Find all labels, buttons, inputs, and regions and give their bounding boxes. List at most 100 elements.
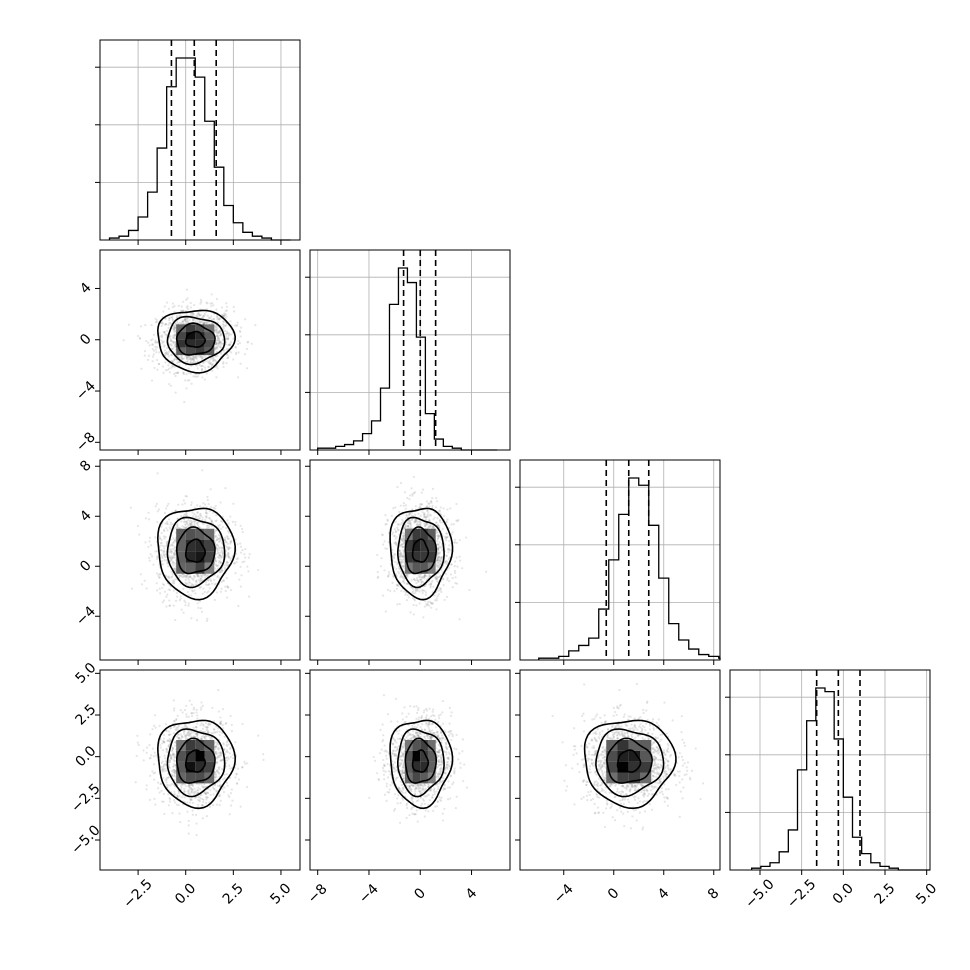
scatter-point: [385, 523, 388, 526]
scatter-point: [163, 331, 166, 334]
scatter-point: [225, 562, 228, 565]
scatter-point: [207, 526, 210, 529]
scatter-point: [154, 536, 157, 539]
scatter-point: [215, 328, 218, 331]
scatter-point: [221, 313, 224, 317]
scatter-point: [163, 305, 166, 308]
scatter-point: [229, 546, 232, 549]
scatter-point: [136, 741, 139, 744]
scatter-point: [187, 584, 190, 587]
scatter-point: [409, 611, 412, 614]
scatter-point: [168, 335, 171, 338]
scatter-point: [171, 306, 174, 309]
scatter-point: [437, 547, 440, 551]
scatter-point: [198, 321, 201, 324]
scatter-point: [244, 556, 247, 559]
scatter-point: [394, 553, 397, 556]
scatter-point: [215, 535, 218, 538]
scatter-point: [412, 603, 415, 607]
scatter-point: [170, 757, 173, 760]
scatter-point: [205, 796, 208, 799]
scatter-point: [438, 518, 442, 522]
scatter-point: [437, 535, 440, 538]
scatter-point: [200, 357, 204, 360]
scatter-point: [167, 577, 171, 580]
scatter-point: [207, 590, 210, 593]
scatter-point: [202, 322, 205, 325]
scatter-point: [241, 549, 244, 552]
scatter-point: [450, 563, 453, 566]
scatter-point: [398, 602, 401, 606]
scatter-point: [436, 554, 439, 557]
scatter-point: [171, 318, 174, 321]
scatter-point: [390, 514, 393, 517]
scatter-point: [157, 574, 160, 577]
scatter-point: [401, 560, 404, 563]
scatter-point: [158, 535, 161, 538]
scatter-point: [202, 356, 205, 359]
scatter-point: [438, 555, 441, 559]
scatter-point: [421, 591, 424, 595]
scatter-point: [429, 523, 432, 526]
scatter-point: [205, 726, 208, 729]
scatter-point: [163, 559, 166, 562]
scatter-point: [431, 524, 434, 528]
scatter-point: [393, 552, 396, 556]
scatter-point: [226, 542, 229, 545]
scatter-point: [456, 565, 459, 568]
scatter-point: [227, 537, 230, 541]
scatter-point: [169, 521, 172, 524]
scatter-point: [174, 618, 177, 622]
scatter-point: [212, 360, 215, 363]
scatter-point: [225, 553, 228, 557]
scatter-point: [214, 582, 217, 585]
scatter-point: [215, 328, 218, 331]
scatter-point: [181, 525, 184, 528]
scatter-point: [406, 582, 409, 585]
scatter-point: [215, 342, 219, 345]
scatter-point: [413, 492, 416, 495]
scatter-point: [205, 791, 208, 794]
scatter-point: [170, 543, 173, 546]
scatter-point: [164, 553, 167, 556]
scatter-point: [408, 498, 411, 501]
scatter-point: [159, 548, 162, 552]
scatter-point: [419, 514, 422, 517]
scatter-point: [195, 735, 198, 738]
scatter-point: [236, 321, 239, 324]
scatter-point: [398, 572, 401, 575]
scatter-point: [164, 769, 168, 772]
scatter-point: [225, 526, 228, 530]
scatter-point: [203, 590, 206, 594]
scatter-point: [214, 559, 217, 563]
scatter-point: [176, 523, 179, 526]
scatter-point: [412, 475, 416, 479]
scatter-point: [222, 314, 226, 317]
scatter-point: [214, 359, 217, 362]
scatter-point: [155, 589, 159, 592]
scatter-point: [392, 575, 395, 578]
scatter-point: [415, 604, 418, 607]
scatter-point: [196, 315, 199, 318]
scatter-point: [430, 606, 433, 609]
scatter-point: [227, 546, 231, 549]
scatter-point: [437, 534, 440, 537]
scatter-point: [220, 342, 223, 345]
scatter-point: [395, 583, 398, 586]
density-cell: [420, 551, 428, 563]
scatter-point: [167, 307, 171, 310]
scatter-point: [379, 565, 382, 568]
scatter-point: [144, 323, 147, 327]
scatter-point: [439, 574, 442, 577]
scatter-point: [186, 297, 189, 300]
scatter-point: [185, 387, 188, 390]
scatter-point: [208, 510, 211, 513]
scatter-point: [199, 302, 202, 305]
scatter-point: [164, 522, 167, 525]
histogram-steps: [538, 477, 721, 660]
scatter-point: [175, 591, 178, 595]
scatter-point: [210, 315, 213, 318]
scatter-point: [456, 519, 459, 523]
scatter-point: [171, 541, 175, 544]
scatter-point: [428, 575, 431, 578]
